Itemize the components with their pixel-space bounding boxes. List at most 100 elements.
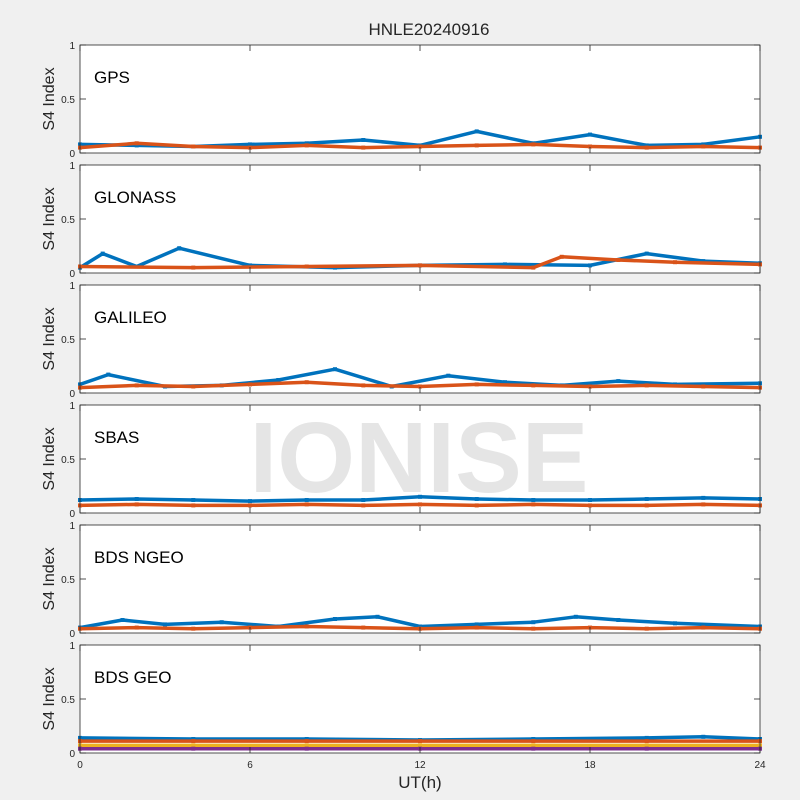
data-point — [701, 502, 706, 507]
data-point — [248, 142, 252, 147]
panel-5: 0 0.5 1 BDS NGEO S4 Index — [41, 521, 762, 640]
data-point — [701, 384, 706, 389]
x-axis-label: UT(h) — [398, 773, 441, 792]
data-point — [134, 383, 139, 388]
data-point — [134, 141, 139, 146]
panel-label: GPS — [94, 68, 130, 87]
data-point — [531, 265, 536, 270]
data-point — [304, 143, 309, 148]
y-axis-label: S4 Index — [41, 667, 58, 730]
y-tick-label: 0 — [69, 749, 75, 760]
data-point — [106, 372, 111, 377]
data-point — [191, 144, 196, 149]
y-tick-label: 0.5 — [61, 335, 75, 346]
data-point — [644, 145, 649, 150]
data-point — [304, 737, 309, 741]
data-point — [616, 258, 621, 262]
y-tick-label: 0 — [69, 629, 75, 640]
data-point — [191, 737, 196, 741]
y-tick-label: 1 — [69, 161, 75, 172]
data-point — [276, 378, 281, 382]
data-point — [531, 737, 536, 741]
data-point — [644, 251, 649, 256]
data-point — [418, 384, 422, 389]
data-point — [531, 142, 536, 147]
data-point — [644, 746, 649, 751]
data-point — [616, 618, 621, 622]
y-axis-label: S4 Index — [41, 187, 58, 250]
data-point — [673, 260, 677, 265]
data-point — [588, 263, 592, 268]
data-point — [304, 141, 309, 146]
data-point — [644, 503, 649, 508]
data-point — [361, 138, 366, 142]
data-point — [474, 497, 479, 501]
data-point — [191, 265, 196, 270]
y-tick-label: 1 — [69, 281, 75, 292]
data-point — [418, 743, 422, 748]
x-tick-label: 6 — [247, 760, 253, 771]
data-point — [644, 143, 649, 148]
panel-label: SBAS — [94, 428, 139, 447]
panel-label: GLONASS — [94, 188, 176, 207]
data-point — [616, 379, 621, 384]
data-point — [644, 626, 649, 631]
x-tick-label: 0 — [77, 760, 83, 771]
data-point — [418, 494, 422, 499]
data-point — [559, 254, 564, 259]
figure-title: HNLE20240916 — [369, 20, 490, 39]
data-point — [588, 498, 592, 502]
data-point — [701, 259, 706, 264]
data-point — [588, 132, 592, 137]
y-tick-label: 0.5 — [61, 695, 75, 706]
data-point — [191, 498, 196, 502]
y-tick-label: 0 — [69, 269, 75, 280]
data-point — [644, 739, 649, 744]
data-point — [701, 734, 706, 739]
data-point — [191, 626, 196, 631]
y-tick-label: 1 — [69, 641, 75, 652]
data-point — [644, 735, 649, 740]
data-point — [418, 739, 422, 744]
data-point — [588, 144, 592, 149]
data-point — [673, 621, 677, 626]
data-point — [588, 384, 592, 389]
axes-background — [80, 645, 760, 753]
y-tick-label: 1 — [69, 41, 75, 52]
axes-background — [80, 285, 760, 393]
data-point — [191, 743, 196, 748]
data-point — [248, 503, 252, 508]
data-point — [248, 382, 252, 387]
data-point — [701, 625, 706, 630]
data-point — [701, 495, 706, 500]
axes-background — [80, 525, 760, 633]
data-point — [163, 622, 167, 627]
data-point — [134, 502, 139, 507]
data-point — [304, 498, 309, 502]
y-tick-label: 1 — [69, 521, 75, 532]
data-point — [418, 144, 422, 149]
x-tick-label: 18 — [584, 760, 596, 771]
data-point — [304, 743, 309, 748]
data-point — [418, 502, 422, 507]
data-point — [503, 262, 507, 267]
panel-1: 0 0.5 1 GPS S4 Index — [41, 41, 762, 160]
y-axis-label: S4 Index — [41, 67, 58, 130]
data-point — [474, 625, 479, 630]
data-point — [446, 373, 451, 378]
x-tick-label: 12 — [414, 760, 426, 771]
data-point — [531, 743, 536, 748]
data-point — [333, 367, 337, 372]
data-point — [474, 382, 479, 387]
y-tick-label: 0 — [69, 389, 75, 400]
data-point — [191, 739, 196, 744]
data-point — [219, 620, 224, 625]
data-point — [531, 746, 536, 751]
data-point — [304, 380, 309, 385]
panel-2: 0 0.5 1 GLONASS S4 Index — [41, 161, 762, 280]
data-point — [134, 143, 139, 148]
data-point — [361, 498, 366, 502]
data-point — [531, 620, 536, 625]
y-tick-label: 0.5 — [61, 455, 75, 466]
